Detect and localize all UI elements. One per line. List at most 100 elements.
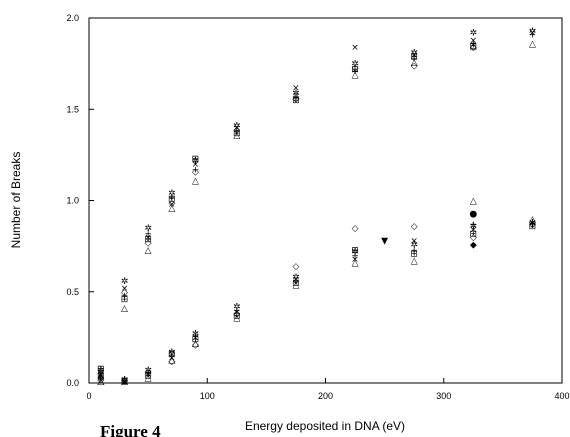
data-point-triangle-up: △ [292,280,299,290]
data-point-cross: × [351,43,359,53]
data-point-diamond-open: ◇ [121,375,128,385]
data-point-diamond-open: ◇ [145,368,152,378]
data-point-star: ✲ [121,375,129,385]
data-point-diamond-open: ◇ [233,125,240,135]
data-point-plus: + [97,375,105,385]
data-point-triangle-up: △ [529,215,536,225]
data-point-plus: + [97,374,105,384]
data-point-triangle-down-filled: ▼ [381,237,388,247]
y-tick-label: 2.0 [66,13,79,23]
data-point-diamond-open: ◇ [192,341,199,351]
data-point-triangle-up: △ [97,377,104,387]
data-point-boxed-plus: ⊞ [410,249,418,259]
data-point-triangle-up: △ [97,377,104,387]
data-point-triangle-up: △ [292,91,299,101]
data-point-triangle-up: △ [168,355,175,365]
data-point-plus: + [192,332,200,342]
data-point-triangle-up: △ [233,313,240,323]
data-point-star: ✲ [410,240,418,250]
data-point-boxed-plus: ⊞ [470,41,478,51]
data-point-plus: + [121,377,129,387]
y-tick-label: 1.5 [66,104,79,114]
data-point-cross: × [410,237,418,247]
data-point-boxed-plus: ⊞ [144,372,152,382]
data-point-boxed-plus: ⊞ [168,350,176,360]
data-point-boxed-plus: ⊞ [97,364,105,374]
data-point-triangle-up: △ [192,176,199,186]
data-point-boxed-plus: ⊞ [192,155,200,165]
data-point-diamond-open: ◇ [470,43,477,53]
data-point-triangle-up: △ [233,131,240,141]
data-point-cross: × [97,370,105,380]
data-point-diamond-open: ◇ [233,310,240,320]
data-point-diamond-open: ◇ [352,63,359,73]
data-point-diamond-open: ◇ [411,222,418,232]
data-point-cross: × [410,51,418,61]
x-tick-label: 300 [436,391,451,401]
data-point-cross: × [529,218,537,228]
data-point-plus: + [121,291,129,301]
data-point-diamond-open: ◇ [292,262,299,272]
data-point-triangle-up: △ [529,40,536,50]
data-point-cross: × [233,308,241,318]
data-point-diamond-open: ◇ [529,220,536,230]
data-point-star: ✲ [233,122,241,132]
data-point-plus: + [292,92,300,102]
data-point-boxed-plus: ⊞ [233,129,241,139]
y-tick-label: 1.0 [66,196,79,206]
data-point-star: ✲ [292,273,300,283]
data-point-star: ✲ [233,302,241,312]
data-point-diamond-open: ◇ [121,288,128,298]
data-point-diamond-open: ◇ [97,374,104,384]
plot-area-frame [88,17,563,384]
data-point-cross: × [168,353,176,363]
data-point-cross: × [470,226,478,236]
data-point-plus: + [144,229,152,239]
data-point-plus: + [470,40,478,50]
data-point-plus: + [168,193,176,203]
y-axis-title: Number of Breaks [9,152,23,249]
data-point-star: ✲ [529,27,537,37]
data-point-star: ✲ [529,218,537,228]
data-point-triangle-up: △ [352,259,359,269]
data-point-diamond-open: ◇ [145,238,152,248]
data-point-boxed-plus: ⊞ [351,65,359,75]
data-point-triangle-up: △ [145,374,152,384]
data-point-cross: × [292,83,300,93]
data-point-plus: + [529,30,537,40]
data-point-diamond-open: ◇ [97,375,104,385]
data-point-diamond-open: ◇ [168,357,175,367]
data-point-boxed-plus: ⊞ [292,96,300,106]
data-point-cross: × [168,200,176,210]
data-point-boxed-plus: ⊞ [410,52,418,62]
data-point-plus: + [192,165,200,175]
data-point-boxed-plus: ⊞ [529,222,537,232]
data-point-diamond-open: ◇ [470,233,477,243]
x-tick-label: 200 [318,391,333,401]
data-point-plus: + [351,251,359,261]
data-point-plus: + [168,352,176,362]
data-point-star: ✲ [97,368,105,378]
data-point-plus: + [410,54,418,64]
data-point-cross: × [97,372,105,382]
y-tick-label: 0.0 [66,378,79,388]
x-axis-title: Energy deposited in DNA (eV) [245,419,405,433]
data-point-triangle-up: △ [121,377,128,387]
data-point-diamond-open: ◇ [168,198,175,208]
x-tick-label: 100 [200,391,215,401]
data-point-cross: × [121,284,129,294]
data-point-diamond-open: ◇ [411,61,418,71]
data-point-triangle-up: △ [168,204,175,214]
data-point-cross: × [121,377,129,387]
data-point-plus: + [470,220,478,230]
data-point-boxed-plus: ⊞ [351,246,359,256]
data-point-plus: + [351,67,359,77]
data-point-cross: × [192,160,200,170]
data-point-plus: + [529,220,537,230]
data-point-cross: × [292,275,300,285]
data-point-star: ✲ [168,348,176,358]
figure-caption: Figure 4 [100,422,161,437]
data-point-star: ✲ [121,277,129,287]
data-point-diamond-open: ◇ [292,94,299,104]
